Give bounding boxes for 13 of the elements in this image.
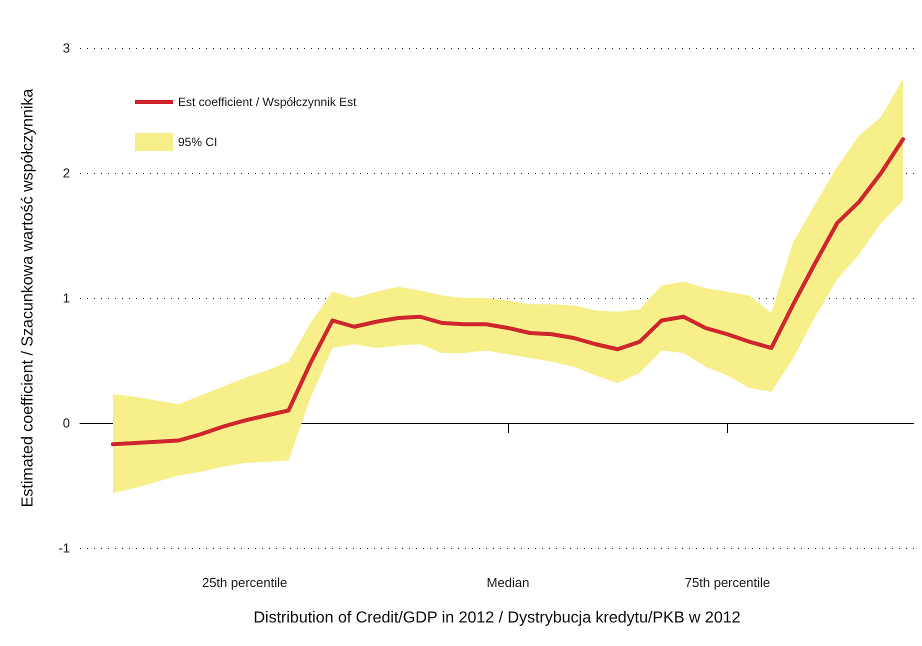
x-tick-label: Median	[486, 575, 530, 590]
x-tick-label: 75th percentile	[684, 575, 770, 590]
x-axis-title: Distribution of Credit/GDP in 2012 / Dystrybucja kredytu/PKB w 2012	[253, 610, 741, 626]
line-series	[110, 137, 906, 446]
y-tick-label: 3	[62, 40, 70, 56]
y-tick-label: 2	[62, 166, 70, 180]
y-axis-title: Estimated coefficient / Szacunkowa wartość współczynnika	[20, 88, 36, 508]
legend-label: 95% CI	[178, 135, 218, 149]
y-tick-label: -1	[58, 540, 70, 556]
y-tick-label: 0	[62, 416, 70, 430]
legend-label: Est coefficient / Współczynnik Est	[178, 95, 358, 109]
x-tick-label: 25th percentile	[202, 575, 288, 590]
y-tick-label: 1	[62, 290, 70, 306]
